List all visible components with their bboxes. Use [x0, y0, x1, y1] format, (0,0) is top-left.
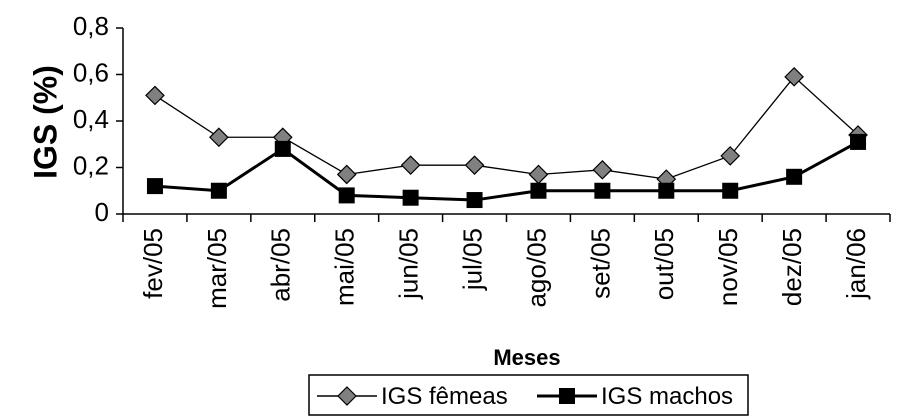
data-point-machos — [530, 182, 547, 199]
x-tick-label: abr/05 — [266, 228, 296, 302]
data-point-machos — [338, 187, 355, 204]
data-point-machos — [146, 178, 163, 195]
data-point-femeas — [464, 155, 485, 176]
y-tick-label: 0 — [95, 197, 109, 227]
y-tick-label: 0,8 — [73, 11, 109, 41]
y-axis-title: IGS (%) — [27, 65, 63, 179]
data-point-femeas — [336, 164, 357, 185]
series-markers — [145, 66, 868, 209]
data-point-machos — [466, 192, 483, 209]
legend: IGS fêmeas IGS machos — [308, 374, 749, 416]
data-point-machos — [658, 182, 675, 199]
x-tick-label: set/05 — [585, 228, 615, 299]
series-line-machos — [154, 140, 859, 202]
x-tick-label: jan/06 — [841, 228, 871, 300]
x-tick-label: jun/05 — [394, 228, 424, 300]
data-point-femeas — [592, 159, 613, 180]
data-point-femeas — [145, 85, 165, 106]
y-tick-label: 0,2 — [73, 150, 109, 180]
legend-label-machos: IGS machos — [601, 383, 733, 410]
data-point-machos — [786, 168, 803, 185]
data-point-machos — [722, 182, 739, 199]
series-line-femeas — [154, 75, 859, 180]
data-point-machos — [210, 182, 227, 199]
x-tick-label: fev/05 — [138, 228, 168, 299]
x-tick-label: mar/05 — [202, 228, 232, 309]
data-point-machos — [594, 182, 611, 199]
axes — [116, 27, 891, 222]
x-tick-label: mai/05 — [330, 228, 360, 306]
y-tick-label: 0,6 — [73, 57, 109, 87]
data-point-femeas — [209, 127, 229, 148]
x-tick-label: ago/05 — [521, 228, 551, 308]
data-point-machos — [402, 189, 419, 206]
data-point-femeas — [784, 66, 804, 87]
data-point-femeas — [400, 155, 421, 176]
data-point-machos — [850, 133, 867, 150]
x-axis-title: Meses — [493, 345, 560, 370]
series-lines — [154, 75, 859, 202]
x-tick-labels: fev/05 mar/05 abr/05 mai/05 jun/05 jul/05 ago/… — [138, 228, 871, 309]
data-point-femeas — [720, 146, 741, 166]
x-tick-label: dez/05 — [777, 228, 807, 306]
data-point-machos — [274, 140, 291, 157]
legend-box — [308, 374, 749, 416]
legend-marker-femeas — [337, 386, 357, 406]
legend-label-femeas: IGS fêmeas — [381, 383, 508, 410]
x-tick-label: out/05 — [649, 228, 679, 300]
x-tick-label: nov/05 — [713, 228, 743, 306]
y-tick-labels: 0 0,2 0,4 0,6 0,8 — [73, 11, 109, 227]
legend-marker-machos — [559, 388, 575, 404]
y-tick-label: 0,4 — [73, 104, 109, 134]
x-tick-label: jul/05 — [457, 228, 487, 291]
data-point-femeas — [528, 164, 549, 185]
